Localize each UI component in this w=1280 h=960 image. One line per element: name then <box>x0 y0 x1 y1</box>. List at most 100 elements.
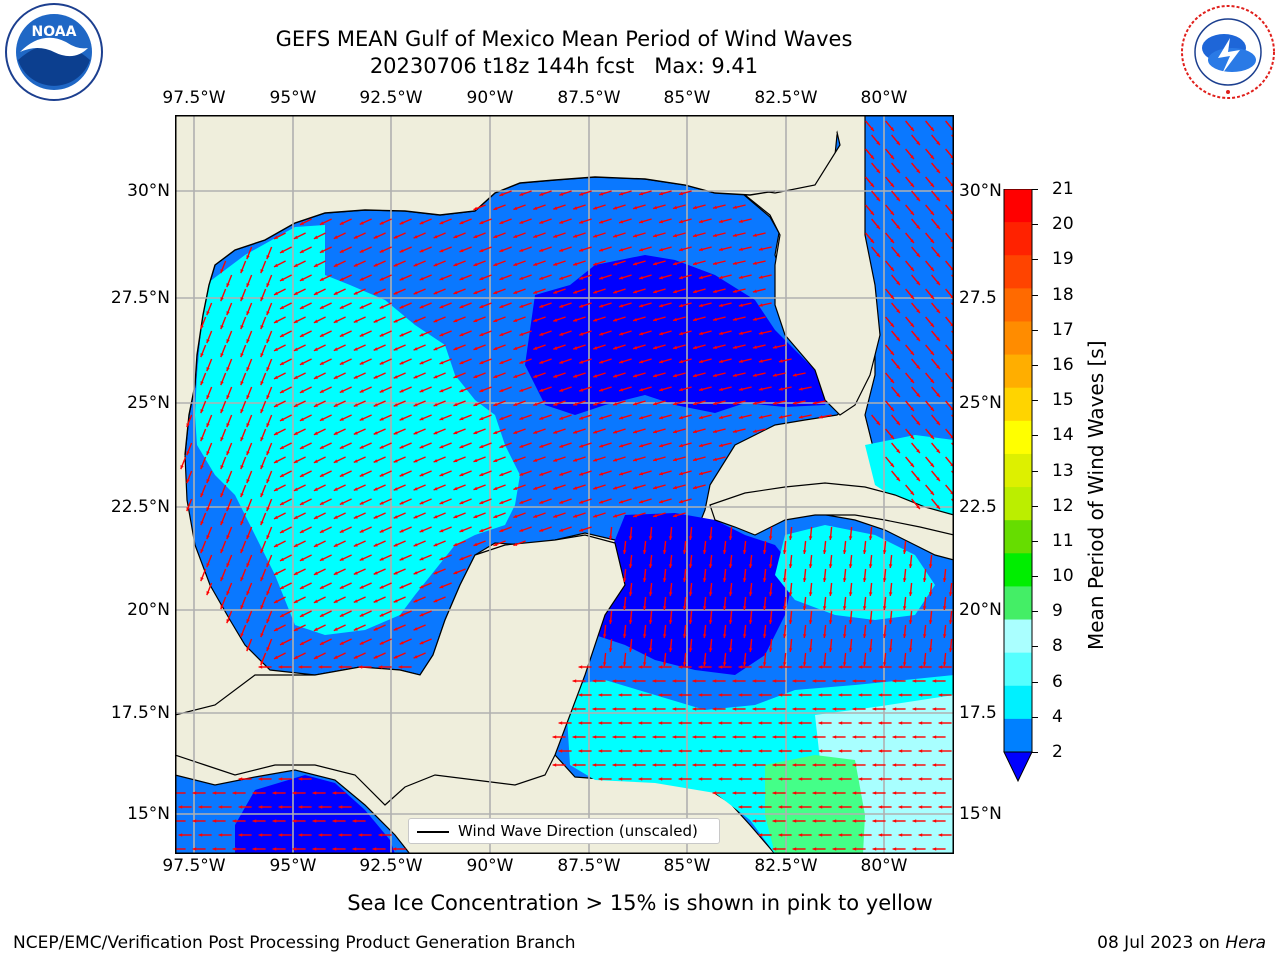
wind-vector-head <box>313 347 318 351</box>
wind-vector-head <box>748 564 753 568</box>
wind-vector-head <box>693 373 697 378</box>
wind-vector-head <box>479 416 484 420</box>
wind-vector-head <box>493 514 498 518</box>
wind-vector-head <box>393 459 398 463</box>
wind-vector-head <box>399 333 404 337</box>
wind-vector-head <box>298 833 303 837</box>
wind-vector-head <box>818 665 823 669</box>
wind-vector-head <box>373 403 378 407</box>
wind-vector-head <box>499 500 504 504</box>
wind-vector-head <box>493 486 498 490</box>
wind-vector-head <box>319 557 324 561</box>
wind-vector-head <box>358 833 363 837</box>
wind-vector-head <box>758 331 763 335</box>
wind-vector-head <box>413 655 418 659</box>
wind-vector-head <box>698 749 703 753</box>
wind-vector-head <box>788 564 793 568</box>
wind-vector-head <box>673 317 677 322</box>
wind-vector-head <box>648 620 653 624</box>
wind-vector-head <box>938 777 943 781</box>
wind-vector-head <box>778 805 783 809</box>
wind-vector-head <box>272 791 277 795</box>
wind-vector-head <box>928 592 933 596</box>
wind-vector-head <box>599 248 604 252</box>
wind-vector-head <box>593 374 598 378</box>
wind-vector-head <box>653 261 657 266</box>
wind-vector-head <box>453 430 458 435</box>
wind-vector-head <box>299 361 304 365</box>
wind-vector-head <box>579 528 584 532</box>
wind-vector-head <box>673 205 677 210</box>
colorbar <box>1003 189 1033 783</box>
wind-vector-head <box>708 648 713 652</box>
wind-vector-head <box>688 592 693 596</box>
wind-vector-head <box>479 388 484 392</box>
wind-vector-head <box>353 347 358 351</box>
wind-vector-head <box>792 679 797 683</box>
wind-vector-head <box>653 289 657 294</box>
wind-vector-head <box>373 319 378 323</box>
wind-vector-head <box>299 473 304 477</box>
wind-vector-head <box>293 319 298 323</box>
wind-vector-head <box>206 367 210 372</box>
wind-vector-head <box>398 665 403 669</box>
wind-vector-head <box>928 564 933 568</box>
wind-vector-head <box>916 141 920 145</box>
wind-vector-head <box>593 486 598 490</box>
wind-vector-head <box>642 578 647 582</box>
wind-vector-head <box>752 791 757 795</box>
wind-vector-head <box>688 620 693 624</box>
wind-vector-head <box>852 735 857 739</box>
wind-vector-head <box>479 332 484 336</box>
wind-vector-head <box>413 515 418 519</box>
wind-vector-head <box>693 457 697 462</box>
wind-vector-head <box>299 305 304 309</box>
wind-vector-head <box>890 435 894 439</box>
lon-label: 82.5°W <box>754 856 818 876</box>
wind-vector-head <box>910 323 914 327</box>
wind-vector-head <box>838 805 843 809</box>
wind-vector-head <box>280 445 284 449</box>
wind-vector-head <box>653 513 657 518</box>
wind-vector-head <box>888 648 893 652</box>
wind-vector-head <box>619 192 624 196</box>
wind-vector-head <box>473 430 478 434</box>
wind-vector-head <box>333 431 338 435</box>
wind-vector-head <box>298 777 303 781</box>
wind-vector-head <box>719 443 723 447</box>
north-coastline <box>184 176 776 456</box>
wind-vector-head <box>499 276 504 280</box>
wind-vector-head <box>373 291 378 295</box>
wind-vector-head <box>553 234 558 238</box>
wind-vector-head <box>878 749 883 753</box>
wind-vector-head <box>299 613 304 617</box>
wind-vector-head <box>240 325 244 330</box>
wind-vector-head <box>433 459 438 463</box>
wind-vector-head <box>692 735 697 739</box>
wind-vector-head <box>662 578 667 582</box>
wind-vector-head <box>758 303 763 307</box>
wind-vector-head <box>220 437 224 442</box>
wind-vector-head <box>419 221 424 225</box>
wind-vector-head <box>818 721 823 725</box>
wind-vector-head <box>353 263 358 267</box>
wind-vector-head <box>673 513 677 518</box>
wind-vector-head <box>910 463 914 467</box>
wind-vector-head <box>419 277 424 281</box>
wind-vector-head <box>220 297 224 302</box>
north-coast-land <box>175 115 845 460</box>
wind-vector-head <box>413 319 418 323</box>
wind-vector-head <box>258 665 263 669</box>
colorbar-tick-mark <box>1032 576 1038 578</box>
wind-vector-head <box>413 431 418 435</box>
colorbar-cell <box>1004 619 1032 654</box>
wind-vector-head <box>758 247 763 251</box>
wind-vector-head <box>592 763 597 767</box>
wind-vector-head <box>318 665 323 669</box>
wind-vector-head <box>633 206 638 210</box>
wind-vector-head <box>693 233 697 238</box>
wind-vector-head <box>280 249 284 253</box>
wind-vector-head <box>573 234 578 238</box>
wind-vector-head <box>722 662 727 666</box>
wind-vector-head <box>473 290 478 294</box>
